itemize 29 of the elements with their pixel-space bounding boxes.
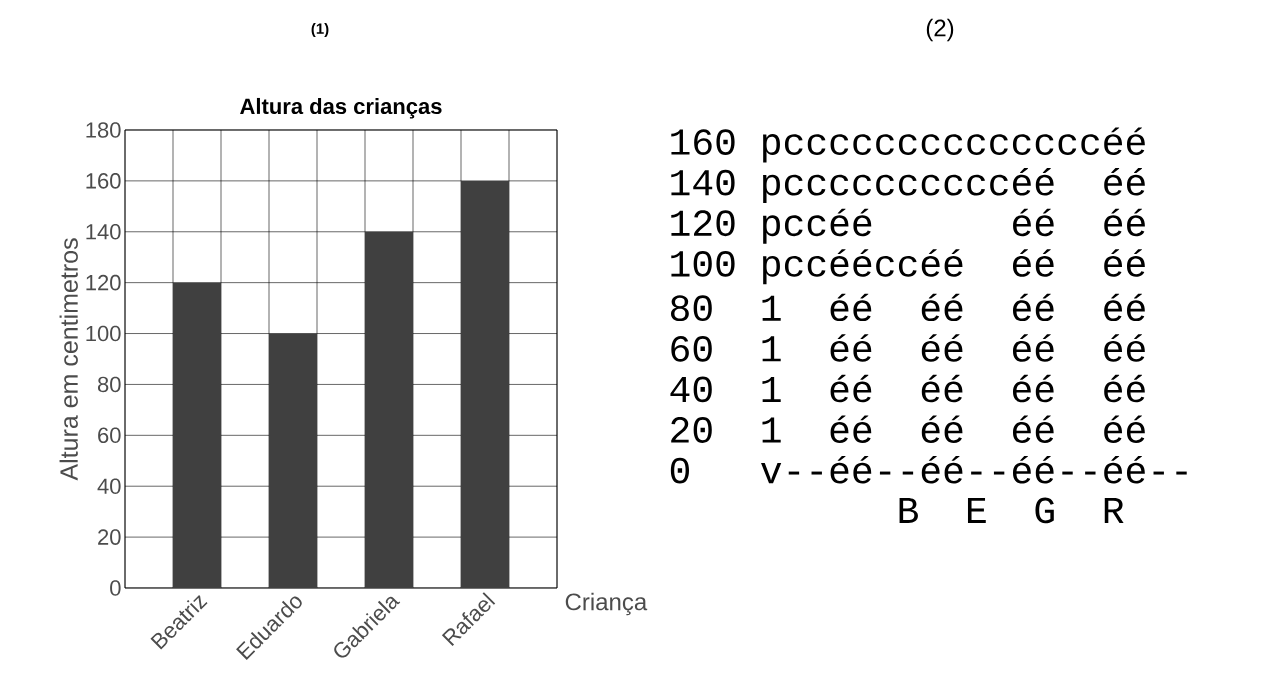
y-tick-label: 80 <box>97 376 121 393</box>
text: 60 1 éé éé éé éé <box>671 334 1145 362</box>
text: (2) <box>926 18 954 42</box>
text: 40 1 éé éé éé éé <box>670 374 1145 403</box>
y-axis-title: Altura em centimetros <box>59 238 78 481</box>
y-tick-label: 20 <box>98 529 121 545</box>
bar <box>269 333 318 588</box>
text: B E G R <box>899 497 1124 524</box>
bar <box>173 282 222 588</box>
y-tick-label: 180 <box>86 122 121 138</box>
y-tick-label: 60 <box>98 427 121 444</box>
text: (1) <box>311 23 329 37</box>
y-tick-label: 140 <box>86 223 121 240</box>
y-tick-label: 40 <box>97 478 121 494</box>
chart-title: Altura das crianças <box>240 97 442 119</box>
text: 120 pccéé éé éé <box>671 208 1145 244</box>
x-axis-title: Criança <box>565 592 648 616</box>
text: 140 pccccccccccéé éé <box>671 168 1145 204</box>
y-tick-label: 160 <box>86 173 121 189</box>
y-tick-label: 100 <box>86 325 121 342</box>
y-tick-label: 120 <box>86 274 121 291</box>
text: 0 v--éé--éé--éé--éé-- <box>670 456 1187 484</box>
bar <box>365 231 413 588</box>
bar <box>461 180 509 588</box>
text: 20 1 éé éé éé éé <box>671 415 1145 443</box>
text: 80 1 éé éé éé éé <box>671 293 1145 322</box>
text: 160 pccccccccccccccéé <box>671 127 1145 163</box>
text: 100 pccééccéé éé éé <box>671 249 1145 285</box>
y-tick-label: 0 <box>110 580 121 596</box>
